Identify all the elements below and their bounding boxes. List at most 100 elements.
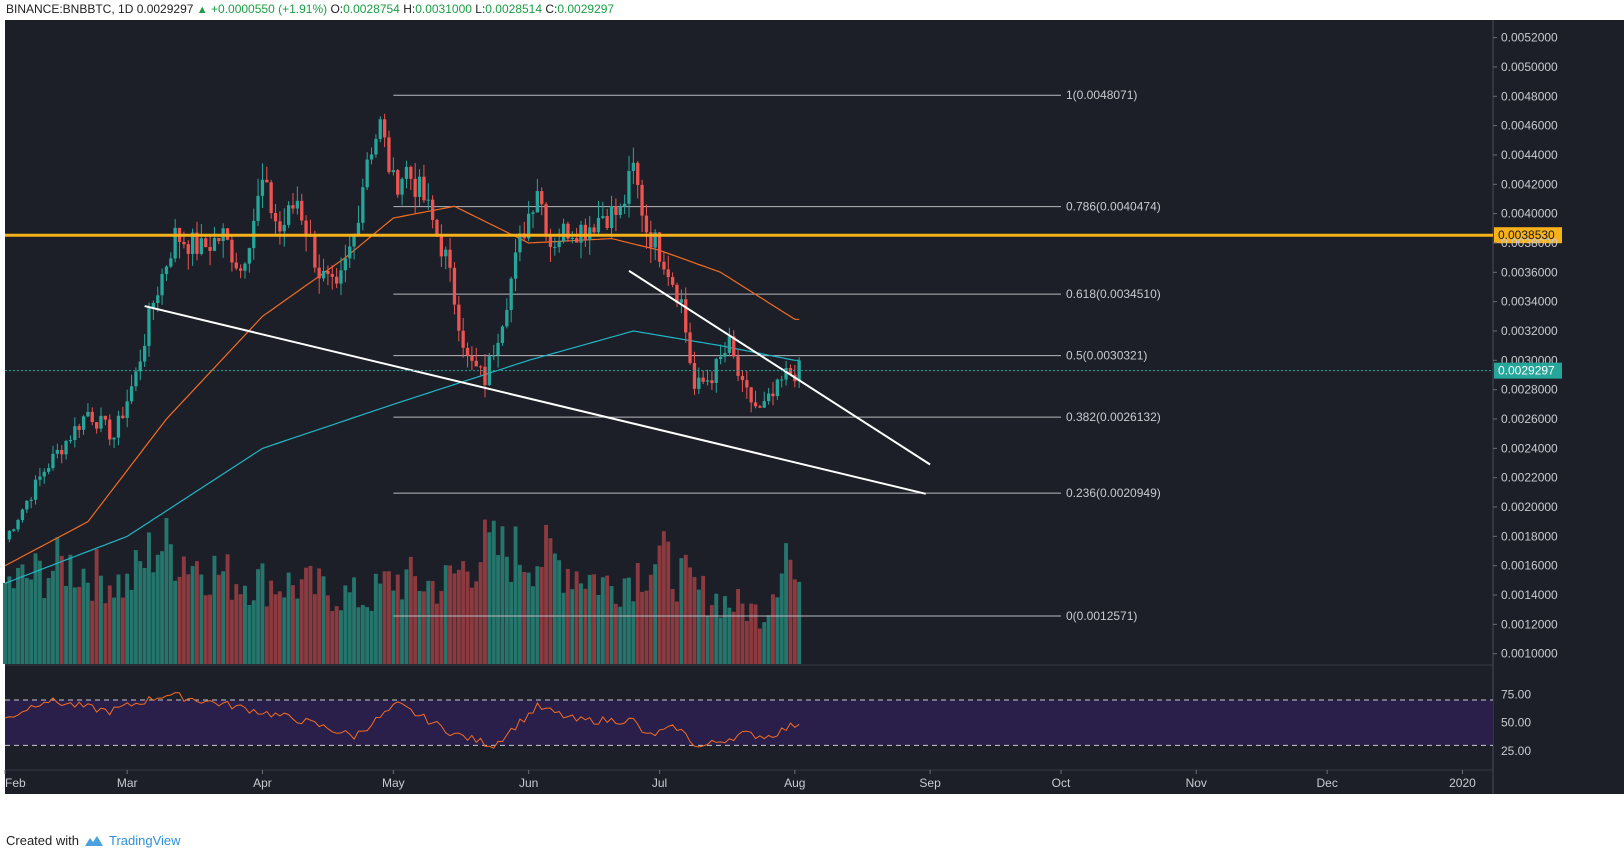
volume-bar: [640, 591, 644, 664]
candle-body: [474, 360, 478, 367]
volume-bar: [792, 579, 797, 664]
candle-body: [422, 176, 426, 201]
volume-bar: [627, 577, 631, 664]
symbol-header: BINANCE:BNBBTC, 1D 0.0029297 ▲ +0.000055…: [6, 0, 614, 18]
open-value: 0.0028754: [343, 2, 400, 16]
volume-bar: [11, 588, 16, 664]
volume-bar: [291, 585, 295, 664]
candle-body: [413, 178, 417, 197]
candle-body: [509, 278, 513, 310]
candle-body: [243, 263, 247, 271]
candle-body: [540, 191, 544, 205]
volume-bar: [273, 594, 278, 664]
close-label: C:: [545, 2, 558, 16]
upper-wedge-line: [628, 270, 931, 466]
rsi-tick-label: 50.00: [1501, 716, 1531, 730]
volume-bar: [736, 589, 740, 664]
candle-body: [25, 500, 29, 510]
candle-body: [265, 179, 269, 183]
candle-body: [47, 468, 51, 472]
candle-body: [29, 499, 33, 501]
volume-bar: [177, 576, 182, 664]
candle-body: [697, 377, 701, 389]
candle-body: [623, 203, 627, 207]
volume-bar: [478, 562, 483, 664]
high-label: H:: [403, 2, 416, 16]
price-axis-background[interactable]: [1493, 20, 1624, 794]
symbol-label[interactable]: BINANCE:BNBBTC, 1D: [6, 2, 134, 16]
volume-bar: [42, 598, 47, 664]
volume-bar: [103, 603, 108, 664]
candle-body: [640, 184, 644, 216]
volume-bar: [618, 606, 623, 664]
footer-brand[interactable]: TradingView: [108, 833, 181, 848]
candle-body: [636, 162, 640, 185]
candle-body: [335, 276, 339, 284]
change-text: +0.0000550 (+1.91%): [211, 2, 328, 16]
volume-bar: [500, 526, 505, 664]
rsi-pane: 75.00 50.00 25.00: [4, 687, 1531, 758]
candle-body: [579, 224, 583, 243]
footer: Created with TradingView: [6, 833, 181, 848]
candle-body: [426, 199, 430, 201]
volume-bar: [452, 573, 457, 664]
candle-body: [684, 299, 688, 333]
volume-bar: [256, 569, 260, 664]
candle-body: [575, 237, 579, 243]
candle-body: [732, 336, 736, 357]
candle-body: [326, 270, 330, 275]
volume-bar: [168, 544, 173, 664]
volume-bar: [539, 567, 544, 664]
volume-bar: [679, 558, 684, 664]
volume-bar: [90, 600, 95, 664]
candle-body: [339, 270, 343, 284]
volume-bar: [94, 549, 99, 664]
volume-bar: [727, 607, 732, 664]
volume-bar: [181, 556, 186, 664]
price-chart[interactable]: 1(0.0048071) 0.786(0.0040474) 0.618(0.0034…: [0, 0, 1624, 830]
volume-bar: [16, 567, 20, 664]
candle-body: [217, 238, 221, 241]
fib-level-label: 0(0.0012571): [1066, 609, 1137, 623]
candle-body: [431, 199, 435, 220]
fib-level-label: 0.618(0.0034510): [1066, 287, 1161, 301]
candle-body: [273, 213, 278, 222]
time-tick-label: Jul: [652, 776, 667, 790]
candle-body: [614, 206, 618, 215]
chart-background[interactable]: [5, 20, 1493, 794]
volume-bar: [417, 591, 422, 664]
candle-body: [736, 356, 740, 376]
candle-body: [596, 217, 601, 233]
candle-body: [662, 261, 666, 270]
candle-body: [788, 368, 793, 375]
candle-body: [601, 216, 605, 218]
volume-bar: [788, 559, 793, 664]
volume-bar: [138, 561, 143, 664]
candle-body: [112, 437, 116, 440]
volume-bar: [51, 570, 55, 664]
axes: 0.0010000 0.0012000 0.0014000 0.0016000 0.00…: [4, 31, 1562, 790]
volume-bar: [151, 572, 156, 664]
price-tick-label: 0.0022000: [1501, 471, 1558, 485]
price-tick-label: 0.0046000: [1501, 119, 1558, 133]
rsi-tick-label: 25.00: [1501, 744, 1531, 758]
volume-bar: [173, 580, 178, 664]
candle-body: [156, 295, 160, 303]
volume-bar: [456, 569, 461, 664]
candle-body: [121, 415, 125, 418]
volume-bar: [439, 591, 444, 664]
candle-body: [753, 402, 758, 407]
volume-bar: [243, 585, 247, 664]
volume-bar: [334, 606, 339, 664]
rsi-line: [4, 692, 800, 749]
candle-body: [256, 195, 260, 221]
volume-bar: [269, 580, 274, 664]
volume-bar: [147, 532, 151, 664]
fibonacci-retracement: 1(0.0048071) 0.786(0.0040474) 0.618(0.0034…: [393, 88, 1161, 623]
candle-body: [247, 248, 251, 264]
tradingview-logo-icon: [84, 835, 103, 846]
price-tick-label: 0.0034000: [1501, 295, 1558, 309]
volume-bar: [295, 598, 300, 664]
volume-bar: [46, 578, 51, 664]
candle-body: [775, 379, 779, 397]
